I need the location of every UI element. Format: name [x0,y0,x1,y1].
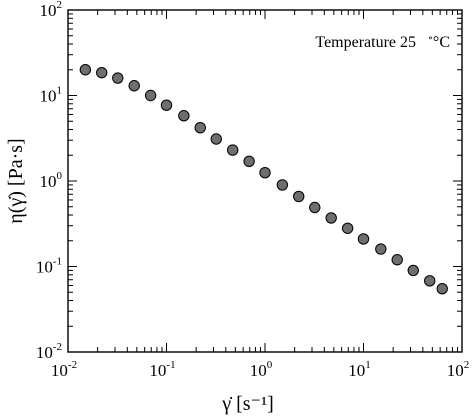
data-points [79,64,448,295]
data-point [293,190,305,203]
x-tick-label: 10-2 [51,359,77,380]
x-tick-label: 100 [250,359,273,380]
data-point [79,64,92,76]
data-point [407,264,419,277]
data-point [309,201,321,214]
data-point [144,89,157,102]
data-point [227,144,239,156]
x-tick-label: 10-1 [149,359,175,380]
y-tick-label: 10-1 [36,256,62,277]
data-point [436,282,448,295]
y-tick-labels: 10-2 10-1 100 101 102 [36,0,63,362]
data-point [178,110,190,122]
y-tick-label: 102 [40,0,63,20]
x-tick-label: 101 [348,359,371,380]
y-axis-label: η(γ̇) [Pa·s] [5,138,27,223]
data-point [424,275,436,287]
y-tick-label: 100 [40,170,63,191]
data-point [391,254,403,266]
data-point [96,66,108,79]
data-point [357,233,370,245]
x-tick-labels: 10-2 10-1 100 101 102 [51,359,469,380]
y-tick-label: 10-2 [36,341,62,362]
data-point [276,179,289,191]
data-point [128,80,140,92]
data-point [210,133,222,145]
x-tick-label: 102 [447,359,470,380]
axis-ticks [67,9,463,353]
data-point [341,222,354,234]
data-point [259,167,271,179]
y-tick-label: 101 [40,85,63,106]
data-point [160,99,173,111]
temperature-annotation: Temperature 25 ∘°C [315,33,450,51]
data-point [112,72,124,84]
data-point [375,243,387,255]
plot-frame [67,9,463,353]
data-point [325,212,337,224]
data-point [243,155,255,167]
data-point [194,122,206,134]
x-axis-label: γ̇ [s⁻¹] [221,393,274,415]
